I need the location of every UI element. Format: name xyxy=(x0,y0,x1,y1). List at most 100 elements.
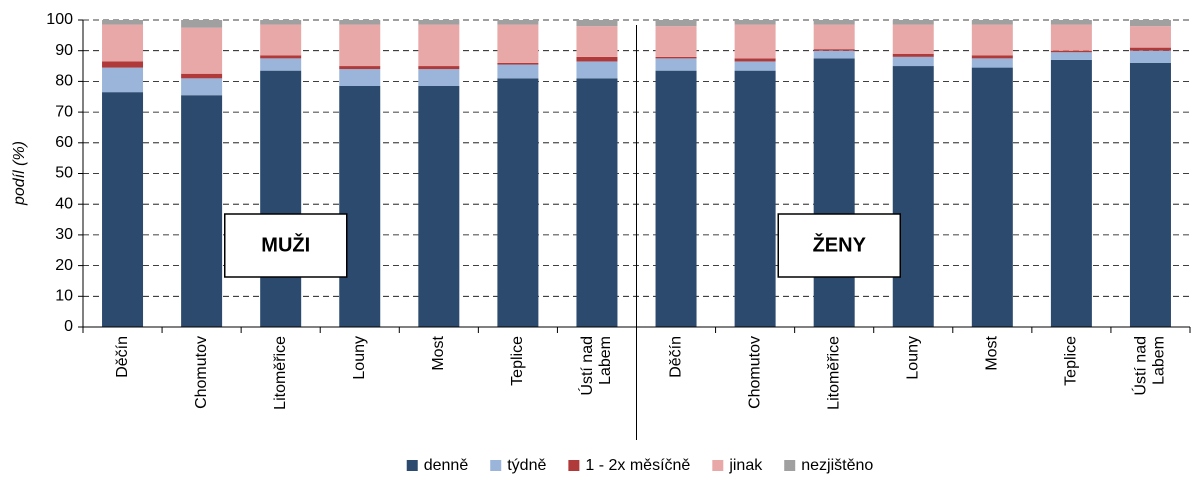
x-tick-label: Litoměřice xyxy=(825,336,842,410)
bar-segment xyxy=(339,69,381,87)
x-tick-label: Louny xyxy=(351,336,368,380)
bar-segment xyxy=(1050,50,1092,53)
bar-segment xyxy=(576,61,618,79)
y-tick-label: 70 xyxy=(55,103,73,120)
bar-segment xyxy=(1050,20,1092,25)
bar-segment xyxy=(102,61,144,68)
bar-segment xyxy=(1050,24,1092,51)
x-tick-label: Děčín xyxy=(667,336,684,378)
bar-segment xyxy=(497,20,539,25)
bar-segment xyxy=(971,24,1013,56)
bar-segment xyxy=(102,92,144,328)
y-tick-label: 100 xyxy=(46,11,73,28)
y-tick-label: 10 xyxy=(55,288,73,305)
x-tick-label: Teplice xyxy=(1063,336,1080,386)
legend-label: 1 - 2x měsíčně xyxy=(585,457,690,474)
bar-segment xyxy=(655,70,697,327)
bar-segment xyxy=(813,58,855,327)
bar-segment xyxy=(734,58,776,62)
y-tick-label: 0 xyxy=(64,318,73,335)
bar-segment xyxy=(892,56,934,67)
legend-label: týdně xyxy=(507,457,546,474)
bar-segment xyxy=(260,58,302,71)
bar-segment xyxy=(813,20,855,25)
y-tick-label: 30 xyxy=(55,226,73,243)
bar-segment xyxy=(497,24,539,63)
bar-segment xyxy=(260,70,302,327)
bar-segment xyxy=(1129,47,1171,51)
legend-swatch xyxy=(784,460,796,471)
bar-segment xyxy=(181,27,223,74)
bar-segment xyxy=(892,66,934,328)
bar-segment xyxy=(102,24,144,62)
y-tick-label: 90 xyxy=(55,42,73,59)
bar-segment xyxy=(655,58,697,71)
legend-swatch xyxy=(568,460,580,471)
bar-segment xyxy=(181,78,223,96)
bar-segment xyxy=(576,20,618,27)
bar-segment xyxy=(1129,26,1171,48)
bar-segment xyxy=(339,20,381,25)
bar-segment xyxy=(181,95,223,327)
x-tick-label: Ústí nadLabem xyxy=(577,336,614,396)
bar-segment xyxy=(339,86,381,327)
bar-segment xyxy=(339,24,381,67)
x-tick-label: Ústí nadLabem xyxy=(1131,336,1168,396)
bar-segment xyxy=(971,67,1013,328)
y-tick-label: 50 xyxy=(55,165,73,182)
legend-label: nezjištěno xyxy=(801,457,873,474)
legend-label: denně xyxy=(424,457,469,474)
bar-segment xyxy=(260,55,302,59)
legend-swatch xyxy=(406,460,418,471)
y-tick-label: 40 xyxy=(55,195,73,212)
bar-segment xyxy=(418,69,460,87)
annotation: ŽENY xyxy=(813,232,867,256)
x-tick-label: Most xyxy=(430,335,447,370)
bar-segment xyxy=(1129,50,1171,63)
bar-segment xyxy=(892,20,934,25)
bar-segment xyxy=(102,67,144,93)
annotation-box xyxy=(777,213,901,278)
bar-segment xyxy=(813,24,855,50)
annotation: MUŽI xyxy=(261,232,310,256)
x-tick-label: Teplice xyxy=(509,336,526,386)
bar-segment xyxy=(576,78,618,327)
x-tick-label: Louny xyxy=(904,336,921,380)
x-tick-label: Most xyxy=(984,335,1001,370)
x-tick-label: Litoměřice xyxy=(272,336,289,410)
bar-segment xyxy=(260,24,302,56)
bar-segment xyxy=(892,53,934,57)
bar-segment xyxy=(1129,62,1171,327)
bar-segment xyxy=(971,55,1013,59)
x-tick-label: Chomutov xyxy=(746,336,763,409)
bar-segment xyxy=(497,64,539,79)
legend-swatch xyxy=(490,460,502,471)
bar-segment xyxy=(734,20,776,25)
bar-segment xyxy=(813,50,855,59)
bar-segment xyxy=(655,26,697,57)
bar-segment xyxy=(734,70,776,327)
x-tick-label: Chomutov xyxy=(193,336,210,409)
bar-segment xyxy=(971,58,1013,68)
x-tick-label: Děčín xyxy=(114,336,131,378)
bar-segment xyxy=(655,20,697,27)
bar-segment xyxy=(418,24,460,67)
legend-label: jinak xyxy=(728,457,763,474)
bar-segment xyxy=(655,56,697,59)
bar-segment xyxy=(1050,59,1092,327)
y-tick-label: 20 xyxy=(55,257,73,274)
bar-segment xyxy=(1050,52,1092,60)
bar-segment xyxy=(497,78,539,327)
bar-segment xyxy=(102,20,144,25)
bar-segment xyxy=(734,24,776,59)
bar-segment xyxy=(339,66,381,70)
bar-segment xyxy=(892,24,934,54)
y-tick-label: 60 xyxy=(55,134,73,151)
bar-segment xyxy=(576,56,618,62)
bar-segment xyxy=(497,62,539,65)
bar-segment xyxy=(1129,20,1171,27)
bar-segment xyxy=(734,61,776,71)
y-tick-label: 80 xyxy=(55,73,73,90)
bar-segment xyxy=(971,20,1013,25)
